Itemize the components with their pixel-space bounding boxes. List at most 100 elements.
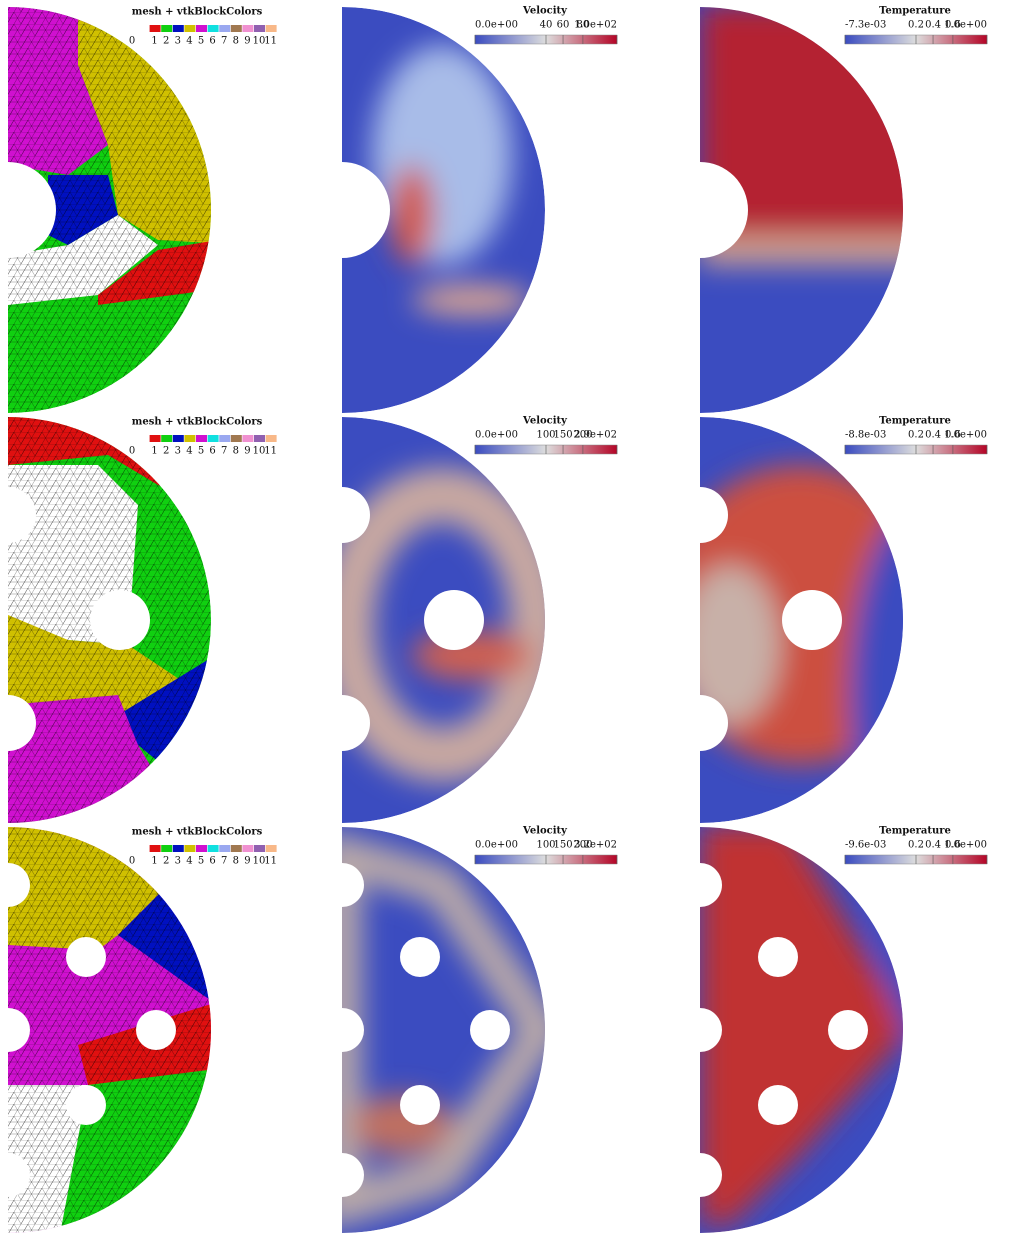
half-disc xyxy=(8,7,211,413)
legend-swatch xyxy=(207,845,219,852)
legend-label: 3 xyxy=(175,446,181,457)
hole xyxy=(320,1153,364,1197)
legend-label: 3 xyxy=(175,36,181,47)
field-blob xyxy=(412,285,532,315)
legend-label: 4 xyxy=(186,446,192,457)
colorbar-tick-label: 200 xyxy=(573,840,592,851)
field-blob xyxy=(390,165,434,265)
legend-label: 10 xyxy=(253,36,266,47)
legend-swatch xyxy=(219,25,231,32)
hole xyxy=(678,1008,722,1052)
hole xyxy=(782,590,842,650)
temperature-panel xyxy=(700,827,903,1233)
field-blob xyxy=(342,467,545,783)
legend-swatch xyxy=(184,25,196,32)
colorbar-tick-label: 0.4 xyxy=(925,430,941,441)
hole xyxy=(66,937,106,977)
mesh-panel xyxy=(8,7,211,413)
hole xyxy=(828,1010,868,1050)
colorbar-tick-label: 60 xyxy=(557,20,570,31)
legend-label: 0 xyxy=(129,446,135,457)
hole xyxy=(0,162,56,258)
colorbar-title: Temperature xyxy=(879,416,951,427)
legend-swatch xyxy=(219,435,231,442)
colorbar-title: Velocity xyxy=(522,416,568,427)
legend-swatch xyxy=(149,845,161,852)
colorbar-tick-label: 0.0e+00 xyxy=(475,840,518,851)
legend-swatch xyxy=(196,25,207,32)
colorbar-tick-label: 1.0e+02 xyxy=(574,20,617,31)
legend-swatch xyxy=(230,845,242,852)
velocity-field xyxy=(372,45,532,315)
legend-swatch xyxy=(196,845,207,852)
legend-swatch xyxy=(149,25,161,32)
legend-swatch xyxy=(254,845,265,852)
colorbar-tick-label: 1.0e+00 xyxy=(944,840,987,851)
legend-label: 4 xyxy=(186,36,192,47)
legend-label: 9 xyxy=(244,856,250,867)
legend-label: 10 xyxy=(253,856,266,867)
hole xyxy=(758,937,798,977)
colorbar-tick-label: 0.2 xyxy=(908,430,924,441)
legend-swatch xyxy=(161,845,173,852)
colorbar-tick-label: 100 xyxy=(536,430,555,441)
legend-label: 9 xyxy=(244,446,250,457)
colorbar-tick-label: 2.9e+02 xyxy=(574,430,617,441)
legend-label: 8 xyxy=(233,446,239,457)
legend-swatch xyxy=(254,25,265,32)
hole xyxy=(400,937,440,977)
colorbar-tick-label: -7.3e-03 xyxy=(845,20,886,31)
temperature-field xyxy=(700,827,903,1225)
legend-swatch xyxy=(265,435,277,442)
hole xyxy=(758,1085,798,1125)
legend-swatch xyxy=(184,435,196,442)
legend-swatch xyxy=(265,845,277,852)
legend-swatch xyxy=(242,25,254,32)
colorbar-tick-label: 40 xyxy=(540,20,553,31)
legend-swatch xyxy=(242,435,254,442)
legend-label: 6 xyxy=(209,36,215,47)
legend-swatch xyxy=(172,845,184,852)
colorbar-title: Velocity xyxy=(522,6,568,17)
legend-label: 7 xyxy=(221,36,227,47)
hole xyxy=(314,487,370,543)
legend-label: 3 xyxy=(175,856,181,867)
legend-label: 6 xyxy=(209,856,215,867)
colorbar-tick-label: 0.4 xyxy=(925,840,941,851)
hole xyxy=(314,695,370,751)
mesh-panel xyxy=(8,827,211,1233)
colorbar-tick-label: -8.8e-03 xyxy=(845,430,886,441)
legend-label: 8 xyxy=(233,856,239,867)
hole xyxy=(400,1085,440,1125)
legend-label: 11 xyxy=(264,36,277,47)
legend-swatch xyxy=(184,845,196,852)
legend-swatch xyxy=(196,435,207,442)
legend-swatch xyxy=(265,25,277,32)
legend-swatch xyxy=(161,25,173,32)
legend-label: 1 xyxy=(151,36,157,47)
hole xyxy=(678,863,722,907)
hole xyxy=(672,487,728,543)
legend-swatch xyxy=(230,25,242,32)
field-blob xyxy=(342,828,545,1232)
colorbar-tick-label: 100 xyxy=(536,840,555,851)
legend-swatch xyxy=(161,435,173,442)
legend-label: 7 xyxy=(221,856,227,867)
legend-swatch xyxy=(207,435,219,442)
legend-label: 4 xyxy=(186,856,192,867)
colorbar-tick-label: 0.2 xyxy=(908,840,924,851)
legend-label: 2 xyxy=(163,856,169,867)
legend-label: 0 xyxy=(129,36,135,47)
hole xyxy=(0,1153,30,1197)
legend-label: 1 xyxy=(151,856,157,867)
legend-label: 11 xyxy=(264,446,277,457)
velocity-panel xyxy=(342,7,545,413)
colorbar-title: Temperature xyxy=(879,6,951,17)
legend-swatch xyxy=(172,435,184,442)
hole xyxy=(136,1010,176,1050)
legend-swatch xyxy=(254,435,265,442)
legend-swatch xyxy=(230,435,242,442)
legend-label: 2 xyxy=(163,446,169,457)
legend-label: 9 xyxy=(244,36,250,47)
